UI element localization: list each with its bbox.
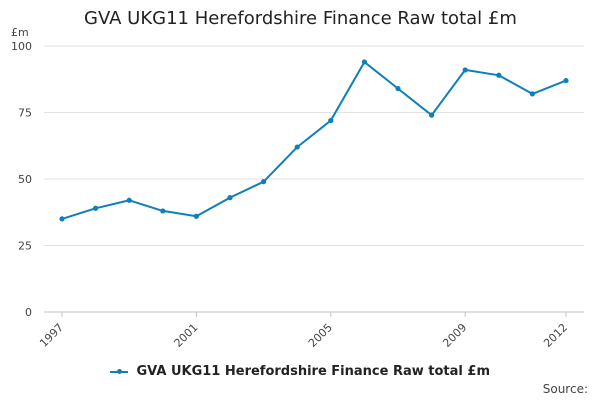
data-point: [160, 208, 166, 214]
x-tick-label: 2012: [541, 321, 570, 350]
x-tick-label: 2009: [440, 321, 469, 350]
data-point: [496, 72, 502, 78]
y-tick-label: 50: [18, 173, 32, 186]
y-axis-unit-label: £m: [11, 26, 29, 39]
legend-swatch: [109, 368, 128, 374]
data-point: [294, 144, 300, 150]
data-point: [361, 59, 367, 65]
series-line: [61, 61, 567, 220]
data-point: [529, 91, 536, 97]
y-tick-label: 25: [18, 240, 32, 253]
x-tick-label: 2005: [306, 321, 335, 350]
data-point: [261, 179, 267, 185]
data-point: [395, 85, 401, 92]
data-point: [59, 216, 65, 222]
y-tick-label: 0: [25, 306, 32, 319]
data-point: [429, 112, 435, 118]
chart-legend[interactable]: GVA UKG11 Herefordshire Finance Raw tota…: [0, 364, 600, 379]
x-tick-label: 2001: [172, 321, 201, 350]
data-point: [93, 205, 99, 211]
data-point: [126, 197, 132, 203]
data-point: [227, 195, 233, 201]
y-tick-label: 75: [18, 107, 32, 120]
data-point: [563, 77, 569, 84]
source-label: Source:: [542, 382, 588, 396]
data-point: [462, 67, 468, 73]
legend-label: GVA UKG11 Herefordshire Finance Raw tota…: [136, 364, 490, 379]
y-tick-label: 100: [11, 40, 32, 53]
chart-title: GVA UKG11 Herefordshire Finance Raw tota…: [84, 8, 517, 29]
data-point: [193, 213, 199, 219]
data-point: [328, 117, 334, 124]
x-tick-label: 1997: [37, 321, 66, 350]
